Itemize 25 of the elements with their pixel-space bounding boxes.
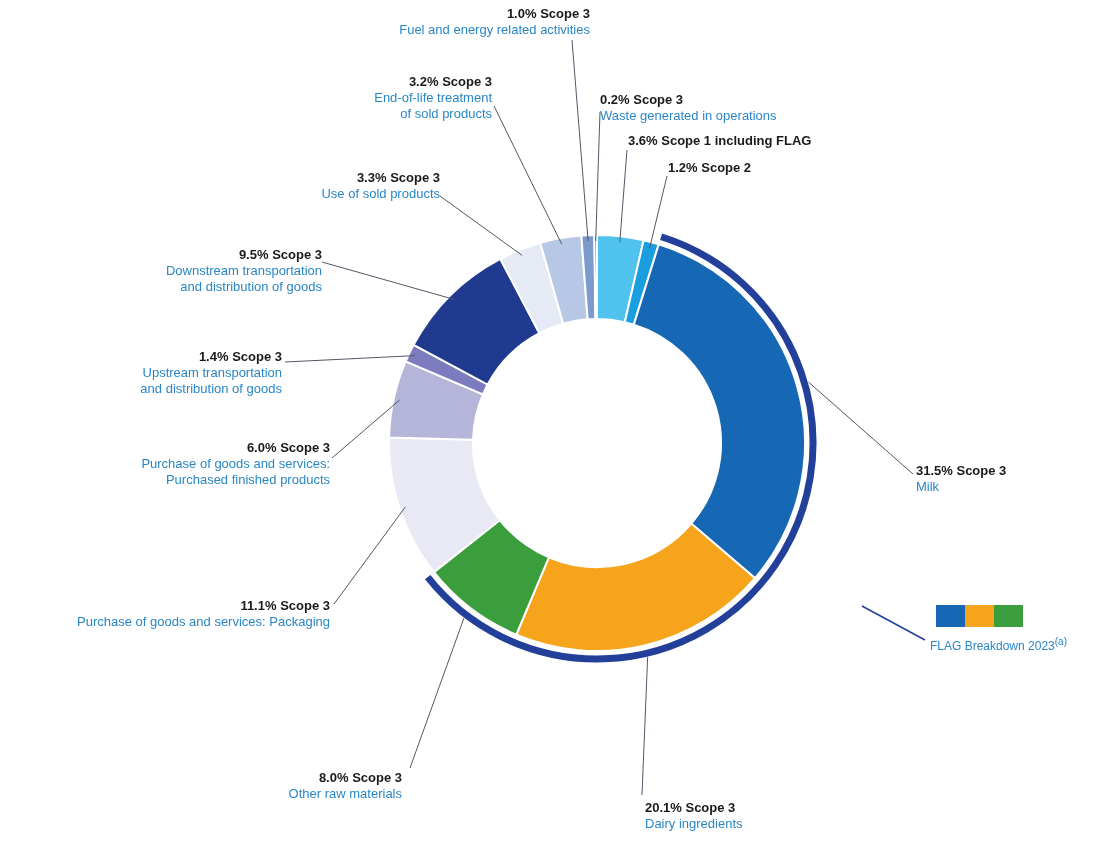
data-label: 31.5% Scope 3 xyxy=(916,463,1007,479)
data-label: 9.5% Scope 3 xyxy=(237,247,322,263)
slice-label: Purchase of goods and services: Packaging xyxy=(77,614,330,630)
slice-label: Use of sold products xyxy=(321,186,440,202)
data-label: 1.0% Scope 3 xyxy=(505,6,590,22)
data-label: 1.4% Scope 3 xyxy=(197,349,282,365)
data-label: 3.2% Scope 3 xyxy=(407,74,492,90)
data-label: 1.2% Scope 2 xyxy=(668,160,752,176)
slice-label: Waste generated in operations xyxy=(600,108,777,124)
data-label: 20.1% Scope 3 xyxy=(645,800,737,816)
slice-label: Purchase of goods and services: Purchased finished products xyxy=(141,456,330,488)
slice-label: Dairy ingredients xyxy=(645,816,743,832)
slice-label: Downstream transportation and distribution of goods xyxy=(165,263,322,295)
slice-label: Milk xyxy=(916,479,941,495)
data-label: 3.6% Scope 1 including FLAG xyxy=(628,133,812,149)
data-label: 6.0% Scope 3 xyxy=(245,440,330,456)
slice-label: Other raw materials xyxy=(288,786,402,802)
data-label: 0.2% Scope 3 xyxy=(600,92,685,108)
slice-label: Upstream transportation and distribution of goods xyxy=(140,365,282,397)
data-label: 3.3% Scope 3 xyxy=(355,170,440,186)
data-label: 11.1% Scope 3 xyxy=(239,598,330,614)
data-label: 8.0% Scope 3 xyxy=(317,770,402,786)
text: FLAG Breakdown 2023$^{(a)}$ xyxy=(930,635,1067,654)
slice-label: Fuel and energy related activities xyxy=(399,22,590,38)
slice-label: End-of-life treatment of sold products xyxy=(374,90,492,122)
